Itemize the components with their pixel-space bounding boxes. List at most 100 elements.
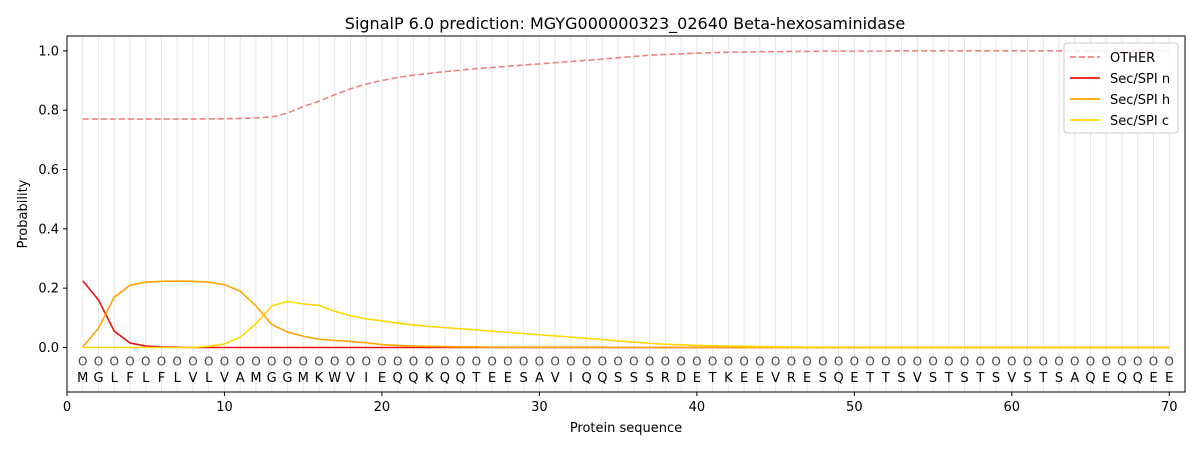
residue-letter-26: T bbox=[471, 371, 480, 386]
residue-marker-13: O bbox=[267, 354, 276, 368]
residue-letter-18: V bbox=[346, 371, 355, 386]
residue-letter-17: W bbox=[328, 371, 341, 386]
series-line-other bbox=[82, 50, 1170, 120]
residue-marker-18: O bbox=[346, 354, 355, 368]
residue-letter-20: E bbox=[378, 371, 386, 386]
residue-marker-9: O bbox=[204, 354, 213, 368]
residue-marker-12: O bbox=[251, 354, 260, 368]
residue-marker-30: O bbox=[535, 354, 544, 368]
residue-marker-40: O bbox=[692, 354, 701, 368]
residue-letter-9: L bbox=[205, 371, 213, 386]
legend: OTHER Sec/SPI n Sec/SPI h Sec/SPI c bbox=[1063, 42, 1179, 134]
residue-marker-38: O bbox=[661, 354, 670, 368]
residue-marker-52: O bbox=[881, 354, 890, 368]
residue-letter-57: S bbox=[960, 371, 968, 386]
residue-marker-35: O bbox=[613, 354, 622, 368]
residue-letter-11: A bbox=[236, 371, 245, 386]
residue-letter-37: S bbox=[645, 371, 653, 386]
residue-marker-10: O bbox=[220, 354, 229, 368]
y-tick-label-0.6: 0.6 bbox=[38, 163, 59, 178]
residue-marker-15: O bbox=[298, 354, 307, 368]
residue-marker-22: O bbox=[409, 354, 418, 368]
residue-letter-32: I bbox=[569, 371, 573, 386]
residue-letter-41: T bbox=[708, 371, 717, 386]
residue-letter-65: Q bbox=[1085, 371, 1095, 386]
residue-marker-32: O bbox=[566, 354, 575, 368]
residue-letter-59: S bbox=[992, 371, 1000, 386]
residue-letter-40: E bbox=[693, 371, 701, 386]
residue-letter-22: Q bbox=[408, 371, 418, 386]
residue-letter-34: Q bbox=[597, 371, 607, 386]
residue-marker-49: O bbox=[834, 354, 843, 368]
residue-letter-6: F bbox=[158, 371, 165, 386]
residue-letter-50: E bbox=[850, 371, 858, 386]
residue-letter-16: K bbox=[315, 371, 324, 386]
x-tick-label-0: 0 bbox=[63, 400, 71, 415]
residue-marker-68: O bbox=[1133, 354, 1142, 368]
residue-marker-33: O bbox=[582, 354, 591, 368]
residue-letter-60: V bbox=[1007, 371, 1016, 386]
residue-marker-46: O bbox=[787, 354, 796, 368]
legend-label-3: Sec/SPI h bbox=[1110, 93, 1170, 108]
residue-marker-66: O bbox=[1102, 354, 1111, 368]
residue-marker-60: O bbox=[1007, 354, 1016, 368]
residue-letter-47: E bbox=[803, 371, 811, 386]
residue-marker-23: O bbox=[424, 354, 433, 368]
sequence-annotation: OMOGOLOFOLOFOLOVOLOVOAOMOGOGOMOKOWOVOIOE… bbox=[77, 354, 1174, 386]
residue-marker-14: O bbox=[283, 354, 292, 368]
residue-marker-20: O bbox=[377, 354, 386, 368]
residue-letter-2: G bbox=[93, 371, 103, 386]
residue-marker-41: O bbox=[708, 354, 717, 368]
residue-marker-27: O bbox=[487, 354, 496, 368]
residue-letter-23: K bbox=[425, 371, 434, 386]
legend-label-4: Sec/SPI c bbox=[1110, 114, 1169, 129]
y-tick-label-0.4: 0.4 bbox=[38, 222, 59, 237]
residue-letter-3: L bbox=[111, 371, 119, 386]
legend-box bbox=[1063, 42, 1179, 134]
x-tick-label-10: 10 bbox=[216, 400, 233, 415]
residue-marker-3: O bbox=[110, 354, 119, 368]
residue-letter-45: V bbox=[771, 371, 780, 386]
residue-marker-55: O bbox=[928, 354, 937, 368]
x-tick-label-70: 70 bbox=[1161, 400, 1178, 415]
chart-title: SignalP 6.0 prediction: MGYG000000323_02… bbox=[345, 14, 905, 34]
residue-marker-11: O bbox=[235, 354, 244, 368]
y-tick-label-0: 0.0 bbox=[38, 341, 59, 356]
residue-marker-42: O bbox=[724, 354, 733, 368]
residue-letter-51: T bbox=[865, 371, 874, 386]
residue-marker-28: O bbox=[503, 354, 512, 368]
residue-letter-29: S bbox=[520, 371, 528, 386]
residue-letter-56: T bbox=[944, 371, 953, 386]
x-axis-title: Protein sequence bbox=[570, 421, 682, 436]
residue-letter-62: T bbox=[1038, 371, 1047, 386]
residue-marker-62: O bbox=[1039, 354, 1048, 368]
residue-letter-7: L bbox=[174, 371, 182, 386]
residue-letter-64: A bbox=[1070, 371, 1079, 386]
residue-letter-66: E bbox=[1102, 371, 1110, 386]
residue-marker-69: O bbox=[1149, 354, 1158, 368]
residue-marker-36: O bbox=[629, 354, 638, 368]
residue-marker-4: O bbox=[125, 354, 134, 368]
residue-letter-1: M bbox=[77, 371, 88, 386]
residue-letter-52: T bbox=[881, 371, 890, 386]
residue-marker-37: O bbox=[645, 354, 654, 368]
residue-marker-59: O bbox=[991, 354, 1000, 368]
residue-letter-39: D bbox=[676, 371, 686, 386]
plot-frame bbox=[66, 35, 1186, 393]
residue-letter-12: M bbox=[250, 371, 261, 386]
x-axis-ticks: 0 10 20 30 40 50 60 70 bbox=[63, 392, 1178, 415]
series-line-sec-spi-c bbox=[82, 300, 1170, 349]
residue-letter-70: E bbox=[1165, 371, 1173, 386]
residue-letter-43: E bbox=[740, 371, 748, 386]
residue-marker-39: O bbox=[676, 354, 685, 368]
residue-marker-45: O bbox=[771, 354, 780, 368]
residue-marker-65: O bbox=[1086, 354, 1095, 368]
residue-letter-5: L bbox=[142, 371, 150, 386]
residue-marker-67: O bbox=[1117, 354, 1126, 368]
residue-letter-35: S bbox=[614, 371, 622, 386]
residue-marker-5: O bbox=[141, 354, 150, 368]
residue-letter-53: S bbox=[897, 371, 905, 386]
residue-marker-29: O bbox=[519, 354, 528, 368]
residue-marker-21: O bbox=[393, 354, 402, 368]
